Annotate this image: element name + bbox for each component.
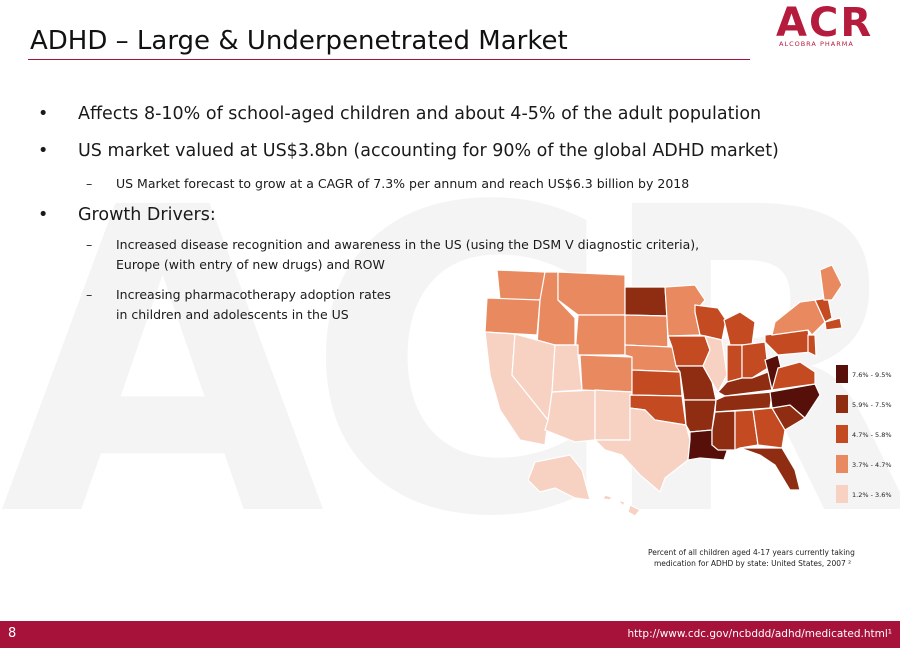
state (484, 297, 541, 336)
logo-subtitle: ALCOBRA PHARMA (779, 40, 854, 48)
state (496, 269, 546, 301)
state (739, 447, 801, 491)
state (544, 389, 596, 443)
state (702, 335, 728, 394)
bullet: • US market valued at US$3.8bn (accountin… (38, 141, 779, 161)
map: 7.6% - 9.5% 5.9% - 7.5% 4.7% - 5.8% 3.7% - … (484, 264, 892, 517)
sub-bullet: – Increasing pharmacotherapy adoption rat… (86, 287, 391, 302)
state (726, 344, 743, 383)
bullet: • Affects 8-10% of school-aged children a… (38, 104, 762, 124)
legend-label: 3.7% - 4.7% (852, 461, 892, 469)
state (771, 361, 816, 391)
legend-swatch (836, 425, 848, 443)
state (624, 344, 681, 373)
state (694, 304, 727, 341)
legend-swatch (836, 395, 848, 413)
state (741, 341, 769, 379)
bullet: • Growth Drivers: (38, 205, 216, 225)
state (602, 494, 613, 501)
state (631, 369, 683, 397)
footer-bar (0, 621, 900, 648)
state (574, 314, 626, 356)
state (551, 344, 583, 393)
state (624, 286, 668, 317)
state (593, 407, 691, 494)
state (723, 311, 756, 346)
state (752, 407, 786, 449)
title-rule (28, 59, 750, 60)
legend-label: 5.9% - 7.5% (852, 401, 892, 409)
state (616, 498, 626, 508)
state (819, 264, 843, 301)
logo: ACR (776, 0, 874, 46)
legend-label: 4.7% - 5.8% (852, 431, 892, 439)
state (594, 389, 633, 441)
map-caption: medication for ADHD by state: United Sta… (654, 559, 852, 568)
legend-swatch (836, 485, 848, 503)
state (711, 410, 736, 451)
map-caption: Percent of all children aged 4-17 years … (648, 548, 855, 557)
state (771, 299, 826, 336)
sub-bullet: – US Market forecast to grow at a CAGR of… (86, 176, 690, 191)
state (557, 271, 626, 316)
page-number: 8 (8, 626, 17, 641)
state (579, 354, 633, 393)
state (734, 409, 759, 451)
legend-swatch (836, 365, 848, 383)
sub-bullet-line: in children and adolescents in the US (116, 307, 349, 322)
legend-label: 7.6% - 9.5% (852, 371, 892, 379)
state (527, 454, 591, 501)
state (807, 334, 817, 357)
state (683, 399, 717, 433)
legend-swatch (836, 455, 848, 473)
slide-title: ADHD – Large & Underpenetrated Market (30, 26, 568, 56)
state (824, 317, 843, 331)
sub-bullet-line: Europe (with entry of new drugs) and ROW (116, 257, 385, 272)
state (627, 504, 641, 517)
source-url: http://www.cdc.gov/ncbddd/adhd/medicated… (627, 628, 892, 640)
sub-bullet: – Increased disease recognition and aware… (86, 237, 700, 252)
state (624, 314, 669, 348)
legend-label: 1.2% - 3.6% (852, 491, 892, 499)
